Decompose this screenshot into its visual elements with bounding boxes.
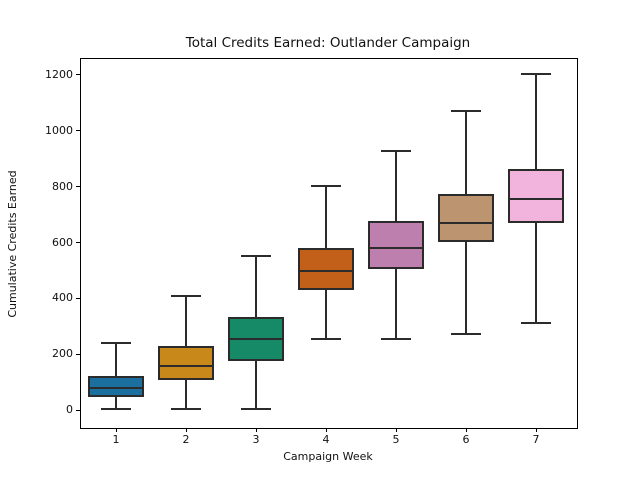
whisker-upper <box>115 343 117 378</box>
whisker-lower <box>395 268 397 340</box>
whisker-upper <box>395 151 397 222</box>
y-tick-label: 400 <box>52 291 73 305</box>
whisker-upper <box>255 255 257 318</box>
plot-area <box>80 58 578 429</box>
median-week-7 <box>508 198 564 201</box>
whisker-upper <box>465 111 467 196</box>
median-week-6 <box>438 221 494 224</box>
median-week-4 <box>298 270 354 272</box>
whisker-cap-top <box>521 73 551 76</box>
whisker-cap-top <box>241 254 271 257</box>
y-tick-mark <box>76 130 80 132</box>
y-tick-mark <box>76 186 80 188</box>
y-tick-mark <box>76 297 80 299</box>
x-tick-label: 3 <box>252 433 260 446</box>
whisker-cap-bottom <box>381 338 411 341</box>
x-tick-mark <box>115 428 117 432</box>
whisker-upper <box>325 186 327 250</box>
x-tick-label: 7 <box>532 433 540 446</box>
x-tick-label: 2 <box>182 433 190 446</box>
whisker-lower <box>535 221 537 324</box>
x-tick-mark <box>465 428 467 432</box>
median-week-3 <box>228 338 284 341</box>
whisker-upper <box>535 74 537 170</box>
whisker-lower <box>325 288 327 340</box>
y-tick-label: 600 <box>52 235 73 249</box>
whisker-cap-top <box>451 110 481 113</box>
x-axis-label: Campaign Week <box>283 450 373 463</box>
y-tick-mark <box>76 74 80 76</box>
y-tick-label: 1200 <box>45 67 73 81</box>
whisker-cap-bottom <box>241 407 271 410</box>
x-tick-label: 4 <box>322 433 330 446</box>
x-tick-mark <box>185 428 187 432</box>
x-tick-label: 1 <box>112 433 120 446</box>
y-tick-label: 1000 <box>45 123 73 137</box>
chart-title: Total Credits Earned: Outlander Campaign <box>185 35 471 51</box>
y-tick-mark <box>76 242 80 243</box>
median-week-2 <box>158 364 214 367</box>
x-tick-label: 5 <box>392 433 400 446</box>
x-tick-mark <box>255 428 257 432</box>
whisker-cap-bottom <box>101 407 131 410</box>
box-week-5 <box>368 220 424 270</box>
whisker-lower <box>185 379 187 409</box>
whisker-cap-bottom <box>451 333 481 336</box>
whisker-lower <box>465 240 467 335</box>
whisker-cap-top <box>381 150 411 153</box>
y-tick-label: 0 <box>66 403 73 417</box>
whisker-lower <box>115 396 117 409</box>
whisker-cap-bottom <box>521 322 551 325</box>
x-tick-mark <box>395 428 397 432</box>
y-tick-mark <box>76 409 80 411</box>
box-week-6 <box>438 194 494 242</box>
x-tick-mark <box>325 428 327 432</box>
box-week-2 <box>158 345 214 381</box>
whisker-upper <box>185 296 187 347</box>
whisker-cap-top <box>101 342 131 345</box>
box-week-7 <box>508 168 564 223</box>
y-axis-label: Cumulative Credits Earned <box>6 170 19 318</box>
whisker-lower <box>255 359 257 409</box>
median-week-1 <box>88 386 144 389</box>
y-tick-label: 800 <box>52 179 73 193</box>
median-week-5 <box>368 247 424 250</box>
y-tick-mark <box>76 353 80 355</box>
x-tick-label: 6 <box>462 433 470 446</box>
x-tick-mark <box>535 428 537 432</box>
whisker-cap-bottom <box>311 338 341 341</box>
y-tick-label: 200 <box>52 347 73 361</box>
whisker-cap-bottom <box>171 407 201 410</box>
box-week-1 <box>88 376 144 398</box>
box-week-4 <box>298 248 354 290</box>
whisker-cap-top <box>311 185 341 188</box>
whisker-cap-top <box>171 295 201 298</box>
